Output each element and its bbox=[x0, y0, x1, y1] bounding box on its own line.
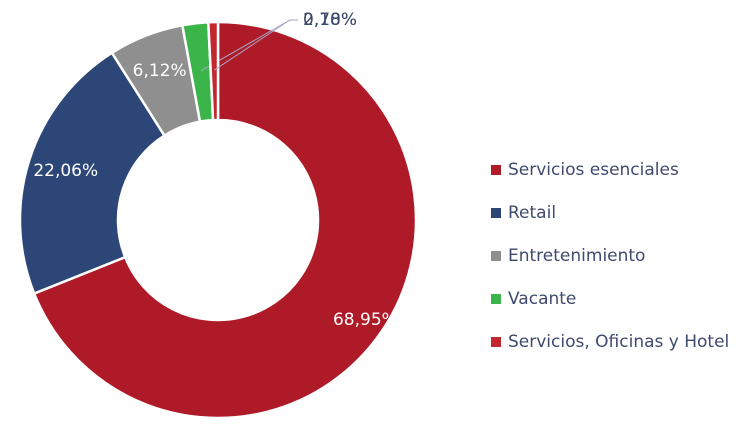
data-label: 2,10% bbox=[303, 10, 357, 30]
data-label: 0,78% bbox=[303, 10, 357, 30]
data-label: 68,95% bbox=[333, 310, 398, 330]
legend-swatch bbox=[491, 208, 501, 218]
data-label: 6,12% bbox=[133, 61, 187, 81]
legend-label: Servicios esenciales bbox=[508, 160, 679, 180]
legend-label: Entretenimiento bbox=[508, 246, 645, 266]
legend-label: Vacante bbox=[508, 289, 576, 309]
legend-swatch bbox=[491, 251, 501, 261]
legend-swatch bbox=[491, 337, 501, 347]
slice bbox=[32, 20, 418, 420]
leader-line bbox=[214, 19, 298, 71]
legend-swatch bbox=[491, 165, 501, 175]
legend-label: Retail bbox=[508, 203, 556, 223]
slice bbox=[206, 20, 220, 122]
slice bbox=[18, 51, 167, 296]
legend-swatch bbox=[491, 294, 501, 304]
data-label: 22,06% bbox=[33, 161, 98, 181]
legend-label: Servicios, Oficinas y Hotel bbox=[508, 332, 729, 352]
